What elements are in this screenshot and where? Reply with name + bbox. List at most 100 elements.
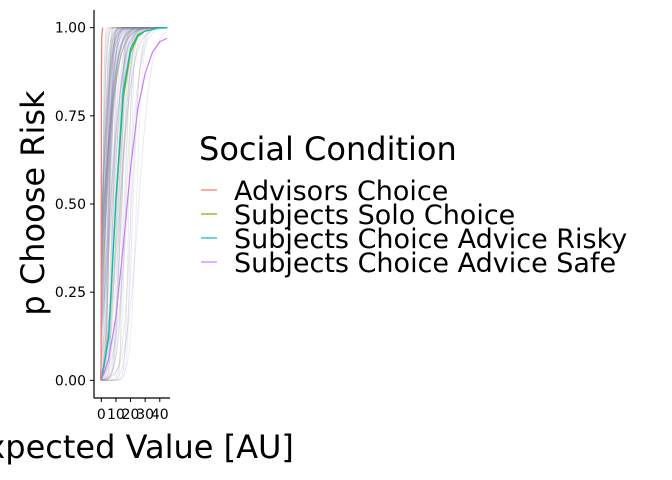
y-tick-label: 0.25: [55, 285, 86, 301]
subject-curve: [100, 27, 168, 250]
series-line-1: [99, 27, 104, 381]
subject-curve: [100, 27, 168, 373]
subject-curve: [100, 27, 168, 358]
y-tick-label: 0.00: [55, 373, 86, 389]
subject-curve: [100, 27, 168, 373]
subject-curve: [101, 27, 168, 381]
series-line-3: [100, 27, 168, 381]
subject-curve: [100, 27, 168, 379]
subject-curve: [100, 27, 168, 263]
subject-curve: [101, 27, 168, 381]
subject-curve: [100, 27, 168, 238]
y-axis-label: p Choose Risk: [14, 90, 52, 316]
subject-curve: [100, 27, 168, 377]
subject-curve: [100, 27, 168, 332]
subject-curve: [100, 27, 168, 335]
subject-curve: [101, 27, 168, 381]
legend-entry-label: Subjects Choice Advice Risky: [234, 224, 627, 255]
subject-curve: [100, 27, 168, 315]
subject-curve: [100, 27, 168, 229]
x-tick-label: 10: [107, 407, 125, 423]
y-tick-label: 1.00: [55, 21, 86, 37]
subject-curve: [101, 27, 168, 381]
y-axis-ticks: 0.00 0.25 0.50 0.75 1.00: [55, 21, 94, 389]
subject-curve: [101, 27, 168, 381]
subject-curve: [100, 27, 168, 357]
subject-curve: [100, 27, 168, 242]
legend-title: Social Condition: [199, 130, 457, 168]
subject-curve: [100, 27, 168, 351]
y-tick-label: 0.50: [55, 197, 86, 213]
subject-curve: [100, 27, 168, 294]
subject-curve: [100, 27, 168, 267]
subject-curve: [100, 27, 168, 257]
subject-curve: [100, 27, 168, 276]
subject-curve: [100, 27, 168, 306]
subject-curve: [101, 30, 168, 380]
subject-curve: [100, 27, 168, 379]
subject-curve: [101, 27, 168, 381]
x-tick-label: 40: [151, 407, 169, 423]
subject-curve: [100, 27, 168, 312]
subject-curve: [100, 27, 168, 374]
subject-curve: [100, 27, 168, 273]
subject-curve: [101, 27, 168, 381]
legend: Social Condition Advisors ChoiceSubjects…: [199, 130, 627, 279]
subject-curve: [100, 27, 168, 283]
subject-curve: [100, 27, 168, 355]
x-tick-label: 0: [97, 407, 106, 423]
subject-curve: [100, 27, 168, 266]
subject-curve: [100, 27, 168, 251]
subject-curve: [100, 27, 168, 221]
subject-curve: [100, 27, 168, 328]
subject-curve: [100, 27, 168, 364]
subject-curve: [100, 27, 168, 253]
x-axis-label: Expected Value [AU]: [0, 428, 294, 466]
subject-curve: [100, 27, 168, 286]
subject-curve: [101, 27, 168, 381]
subject-curve: [100, 27, 168, 279]
subject-curve: [100, 27, 168, 329]
subject-curve: [100, 27, 168, 361]
subject-curve: [101, 27, 168, 381]
subject-curve: [100, 27, 168, 377]
subject-curve: [100, 27, 168, 267]
subject-curve: [100, 27, 168, 222]
subject-curve: [100, 27, 168, 329]
subject-curve: [100, 27, 168, 301]
series-line-4: [100, 37, 168, 381]
subject-curve: [100, 27, 168, 343]
subject-curve: [100, 27, 168, 231]
subject-curve: [100, 27, 168, 289]
subject-curve: [100, 27, 168, 233]
individual-subject-curves: [100, 27, 168, 381]
subject-curve: [100, 27, 168, 236]
subject-curve: [100, 27, 168, 379]
subject-curve: [100, 27, 168, 314]
subject-curve: [100, 27, 168, 321]
subject-curve: [101, 27, 168, 381]
subject-curve: [100, 27, 168, 380]
subject-curve: [101, 27, 168, 381]
subject-curve: [100, 27, 168, 282]
subject-curve: [100, 27, 168, 226]
y-tick-label: 0.75: [55, 109, 86, 125]
subject-curve: [100, 27, 168, 267]
subject-curve: [100, 27, 168, 235]
x-tick-label: 20: [122, 407, 140, 423]
subject-curve: [101, 27, 168, 381]
subject-curve: [100, 27, 168, 240]
subject-curve: [100, 27, 168, 230]
legend-entry-label: Advisors Choice: [234, 176, 448, 207]
subject-curve: [100, 27, 168, 295]
legend-entry-label: Subjects Choice Advice Safe: [234, 248, 616, 279]
series-lines: [99, 27, 168, 381]
subject-curve: [100, 27, 168, 266]
subject-curve: [100, 27, 168, 271]
subject-curve: [100, 27, 168, 361]
subject-curve: [100, 27, 168, 375]
